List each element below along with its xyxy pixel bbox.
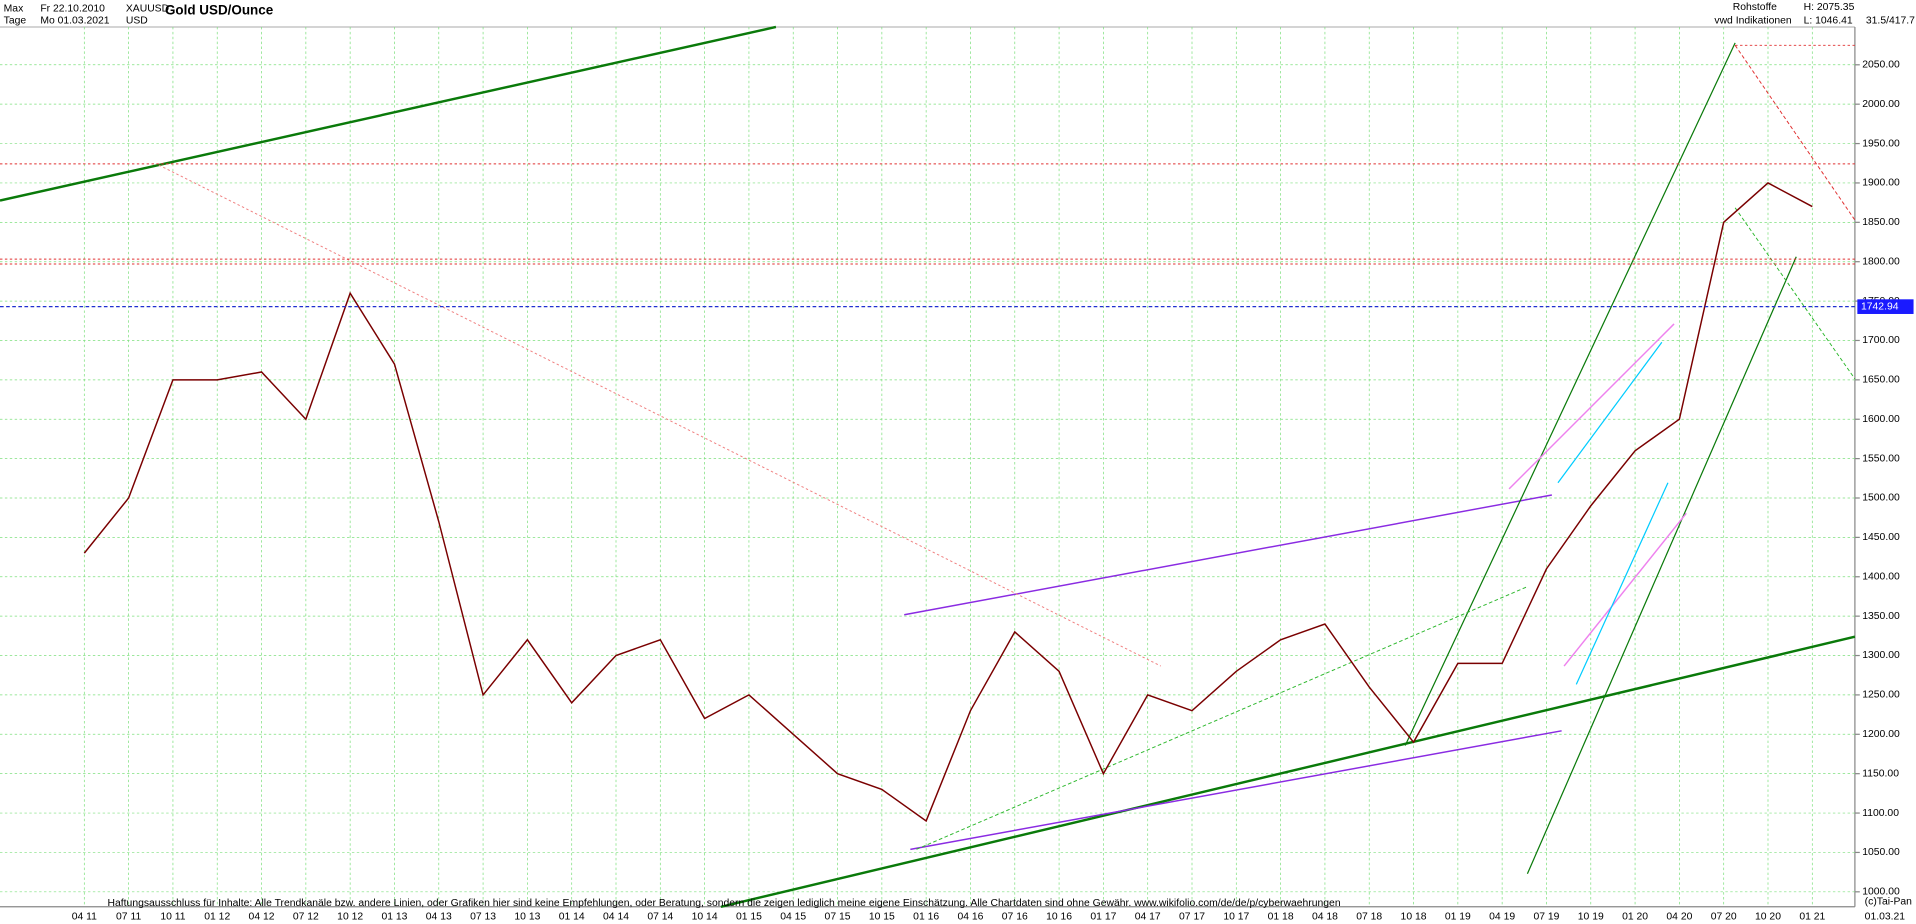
y-tick-label: 1200.00 [1862, 729, 1900, 740]
y-tick-label: 1250.00 [1862, 690, 1900, 701]
x-tick-label: 07 16 [1002, 911, 1028, 922]
x-tick-label: 10 15 [869, 911, 895, 922]
x-tick-label: 07 20 [1711, 911, 1737, 922]
header-high: H: 2075.35 [1804, 2, 1855, 13]
header-start: Fr 22.10.2010 [40, 3, 105, 14]
x-tick-label: 01 12 [204, 911, 230, 922]
x-tick-label: 10 18 [1401, 911, 1427, 922]
x-tick-label: 04 18 [1312, 911, 1338, 922]
trendline [1404, 42, 1736, 746]
y-tick-label: 1150.00 [1862, 768, 1899, 779]
trendlines [0, 25, 1856, 908]
x-tick-label: 10 19 [1578, 911, 1604, 922]
header-ratio: 31.5/417.7 [1866, 16, 1915, 27]
x-tick-label: 10 16 [1046, 911, 1072, 922]
x-tick-label: 07 12 [293, 911, 319, 922]
price-line [83, 182, 1813, 823]
x-tick-label: 01 20 [1622, 911, 1648, 922]
x-tick-label: 01 16 [913, 911, 939, 922]
header-group: Rohstoffe [1733, 2, 1777, 13]
x-tick-label: 01 15 [736, 911, 762, 922]
y-tick-label: 1300.00 [1862, 650, 1900, 661]
x-tick-label: 07 13 [470, 911, 496, 922]
trendline [910, 730, 1562, 851]
header-symbol: XAUUSD [126, 3, 169, 14]
x-tick-label: 07 17 [1179, 911, 1205, 922]
last-price-label: 1742.94 [1861, 301, 1899, 312]
header-interval: Tage [4, 16, 27, 27]
y-tick-label: 2050.00 [1862, 60, 1900, 71]
copyright: (c)Tai-Pan [1865, 897, 1913, 908]
trendline [1734, 45, 1856, 221]
x-tick-label: 07 15 [825, 911, 851, 922]
y-tick-label: 1000.00 [1862, 887, 1900, 898]
x-tick-label: 10 17 [1223, 911, 1249, 922]
x-tick-label: 01 21 [1799, 911, 1825, 922]
chart-title: Gold USD/Ounce [165, 3, 274, 18]
y-tick-label: 1800.00 [1862, 256, 1900, 267]
trendline [1734, 207, 1856, 380]
y-tick-label: 1900.00 [1862, 178, 1900, 189]
x-tick-label: 07 18 [1356, 911, 1382, 922]
x-tick-label: 01 19 [1445, 911, 1471, 922]
x-tick-label: 04 20 [1666, 911, 1692, 922]
x-tick-label: 04 19 [1489, 911, 1515, 922]
trendline [1526, 256, 1797, 875]
x-tick-label: 10 13 [514, 911, 540, 922]
x-tick-label: 10 11 [160, 911, 185, 922]
y-tick-label: 1350.00 [1862, 611, 1900, 622]
y-tick-label: 1400.00 [1862, 571, 1900, 582]
x-tick-label: 10 12 [337, 911, 363, 922]
y-tick-label: 1550.00 [1862, 453, 1900, 464]
x-tick-label: 04 13 [426, 911, 452, 922]
x-tick-label: 04 12 [249, 911, 275, 922]
x-tick-label: 04 11 [72, 911, 97, 922]
x-tick-label: 10 20 [1755, 911, 1781, 922]
y-tick-label: 1700.00 [1862, 335, 1900, 346]
header-range: Max [4, 3, 24, 14]
x-tick-label: 01 18 [1268, 911, 1294, 922]
x-tick-label: 04 16 [957, 911, 983, 922]
header-end: Mo 01.03.2021 [40, 16, 109, 27]
y-tick-label: 2000.00 [1862, 99, 1900, 110]
trendline [0, 25, 777, 202]
x-tick-label: 07 19 [1533, 911, 1559, 922]
last-date: 01.03.21 [1865, 911, 1906, 922]
x-tick-label: 07 14 [647, 911, 673, 922]
last-price-box [1857, 299, 1914, 314]
y-tick-label: 1850.00 [1862, 217, 1900, 228]
y-tick-label: 1450.00 [1862, 532, 1900, 543]
trendline [904, 494, 1552, 616]
header-currency: USD [126, 16, 148, 27]
y-tick-label: 1600.00 [1862, 414, 1900, 425]
x-tick-label: 01 13 [381, 911, 407, 922]
trendline [158, 164, 1162, 667]
y-tick-label: 1950.00 [1862, 138, 1900, 149]
trendline [1575, 482, 1669, 685]
trendline [1508, 323, 1675, 490]
header-source: vwd Indikationen [1714, 16, 1792, 27]
disclaimer: Haftungsausschluss für Inhalte: Alle Tre… [108, 898, 1341, 909]
x-tick-label: 10 14 [692, 911, 718, 922]
y-tick-label: 1050.00 [1862, 847, 1900, 858]
trendline [1563, 512, 1687, 667]
x-tick-label: 07 11 [116, 911, 141, 922]
trendline [916, 586, 1528, 850]
x-tick-label: 04 17 [1135, 911, 1161, 922]
trendline [720, 635, 1856, 908]
y-tick-label: 1650.00 [1862, 375, 1900, 386]
y-tick-label: 1500.00 [1862, 493, 1900, 504]
x-tick-label: 04 14 [603, 911, 629, 922]
x-tick-label: 04 15 [780, 911, 806, 922]
trendline [1557, 341, 1663, 484]
x-tick-label: 01 14 [559, 911, 585, 922]
y-tick-label: 1100.00 [1862, 808, 1899, 819]
x-tick-label: 01 17 [1090, 911, 1116, 922]
header-low: L: 1046.41 [1804, 16, 1853, 27]
